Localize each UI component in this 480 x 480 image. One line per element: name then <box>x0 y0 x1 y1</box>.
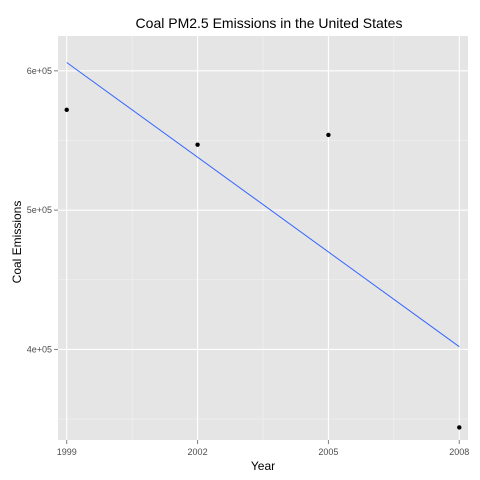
y-axis-label: Coal Emissions <box>10 201 24 284</box>
data-point <box>195 142 200 147</box>
major-grid <box>58 36 468 440</box>
chart-title: Coal PM2.5 Emissions in the United State… <box>136 15 403 31</box>
data-point <box>64 107 69 113</box>
x-tick-label: 2002 <box>188 447 208 457</box>
trend-lines <box>66 62 460 348</box>
y-tick-label: 5e+05 <box>27 205 52 215</box>
x-axis-ticks: 1999 2002 2005 2008 <box>57 440 469 457</box>
data-point <box>326 132 331 138</box>
y-tick-label: 6e+05 <box>27 66 52 76</box>
y-tick-label: 4e+05 <box>27 344 52 354</box>
x-tick-label: 1999 <box>57 447 77 457</box>
y-axis-ticks: 4e+05 5e+05 6e+05 <box>27 66 58 354</box>
minor-grid <box>58 36 468 440</box>
x-tick-label: 2008 <box>449 447 469 457</box>
x-axis-label: Year <box>251 459 275 473</box>
x-tick-label: 2005 <box>318 447 338 457</box>
data-point <box>457 425 462 430</box>
data-points <box>64 107 462 430</box>
trend-line <box>66 62 460 348</box>
